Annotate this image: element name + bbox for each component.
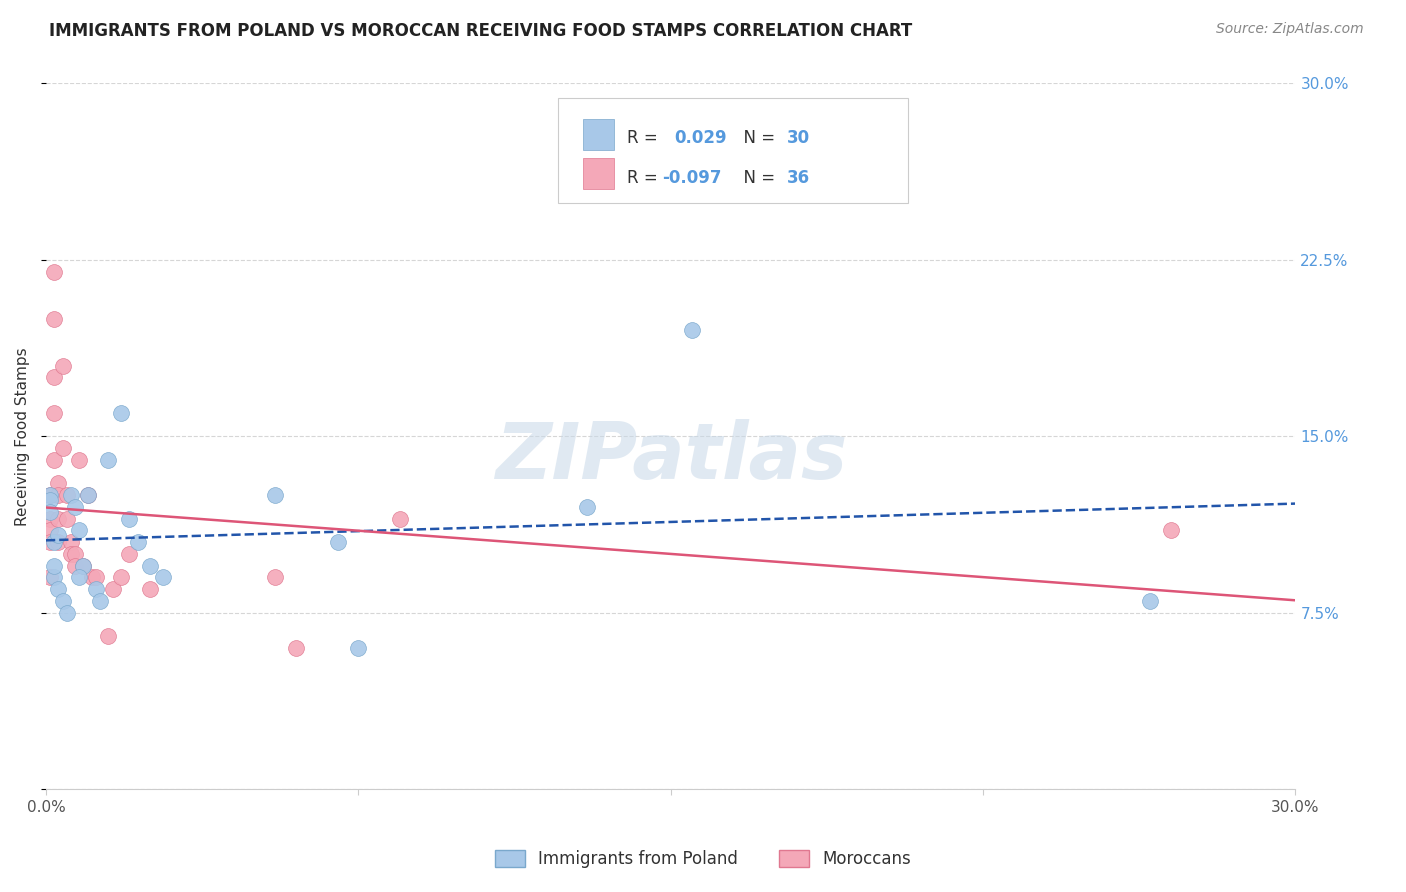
Point	[67, 524, 90, 538]
Point	[118, 511, 141, 525]
Point	[44, 535, 66, 549]
Point	[67, 570, 90, 584]
Point	[80, 570, 103, 584]
Point	[44, 265, 66, 279]
Text: N =: N =	[733, 129, 780, 147]
Point	[264, 570, 287, 584]
Point	[39, 492, 62, 507]
Point	[48, 511, 70, 525]
Point	[97, 629, 120, 643]
Point	[48, 528, 70, 542]
Text: R =: R =	[627, 169, 664, 187]
Point	[97, 452, 120, 467]
Point	[48, 476, 70, 491]
Point	[127, 535, 149, 549]
Text: N =: N =	[733, 169, 780, 187]
Point	[39, 488, 62, 502]
Point	[110, 570, 132, 584]
Point	[44, 558, 66, 573]
Point	[52, 359, 75, 373]
Point	[39, 505, 62, 519]
Text: 36: 36	[787, 169, 810, 187]
Point	[44, 452, 66, 467]
Point	[48, 582, 70, 597]
Point	[44, 570, 66, 584]
Point	[72, 558, 94, 573]
Text: -0.097: -0.097	[662, 169, 721, 187]
Point	[326, 535, 349, 549]
Point	[681, 323, 703, 337]
Point	[52, 594, 75, 608]
Point	[59, 547, 82, 561]
Text: IMMIGRANTS FROM POLAND VS MOROCCAN RECEIVING FOOD STAMPS CORRELATION CHART: IMMIGRANTS FROM POLAND VS MOROCCAN RECEI…	[49, 22, 912, 40]
Text: 0.029: 0.029	[675, 129, 727, 147]
Point	[72, 558, 94, 573]
Point	[347, 640, 370, 655]
Point	[264, 488, 287, 502]
Point	[48, 488, 70, 502]
Point	[118, 547, 141, 561]
Point	[152, 570, 174, 584]
Point	[39, 488, 62, 502]
Point	[39, 511, 62, 525]
Point	[39, 570, 62, 584]
FancyBboxPatch shape	[583, 119, 614, 151]
Point	[44, 311, 66, 326]
Legend: Immigrants from Poland, Moroccans: Immigrants from Poland, Moroccans	[488, 843, 918, 875]
Point	[63, 547, 86, 561]
Point	[110, 406, 132, 420]
Point	[84, 582, 107, 597]
Point	[59, 535, 82, 549]
Point	[89, 594, 111, 608]
Y-axis label: Receiving Food Stamps: Receiving Food Stamps	[15, 347, 30, 525]
Text: 30: 30	[787, 129, 810, 147]
Point	[39, 535, 62, 549]
Point	[56, 511, 79, 525]
Text: ZIPatlas: ZIPatlas	[495, 419, 846, 495]
Point	[76, 488, 98, 502]
Point	[576, 500, 599, 514]
Point	[84, 570, 107, 584]
FancyBboxPatch shape	[583, 158, 614, 189]
Point	[59, 488, 82, 502]
Text: R =: R =	[627, 129, 664, 147]
Point	[44, 406, 66, 420]
Point	[56, 606, 79, 620]
Point	[63, 558, 86, 573]
Point	[139, 582, 162, 597]
Point	[44, 370, 66, 384]
Point	[1139, 594, 1161, 608]
Point	[1160, 524, 1182, 538]
Point	[284, 640, 307, 655]
Point	[388, 511, 411, 525]
Point	[39, 524, 62, 538]
Point	[52, 441, 75, 455]
Text: Source: ZipAtlas.com: Source: ZipAtlas.com	[1216, 22, 1364, 37]
FancyBboxPatch shape	[558, 97, 908, 203]
Point	[48, 535, 70, 549]
Point	[56, 488, 79, 502]
Point	[139, 558, 162, 573]
Point	[76, 488, 98, 502]
Point	[101, 582, 124, 597]
Point	[67, 452, 90, 467]
Point	[63, 500, 86, 514]
